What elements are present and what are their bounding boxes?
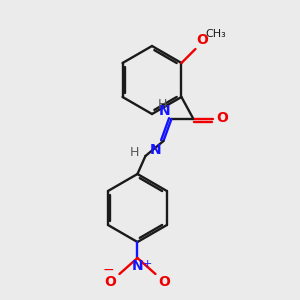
Text: +: + xyxy=(142,259,152,269)
Text: O: O xyxy=(216,111,228,125)
Text: H: H xyxy=(130,146,139,158)
Text: CH₃: CH₃ xyxy=(206,29,226,39)
Text: O: O xyxy=(158,275,170,289)
Text: N: N xyxy=(159,104,170,118)
Text: −: − xyxy=(103,263,114,277)
Text: N: N xyxy=(150,143,161,157)
Text: H: H xyxy=(158,98,167,111)
Text: O: O xyxy=(196,33,208,47)
Text: O: O xyxy=(105,275,116,289)
Text: N: N xyxy=(132,259,143,273)
